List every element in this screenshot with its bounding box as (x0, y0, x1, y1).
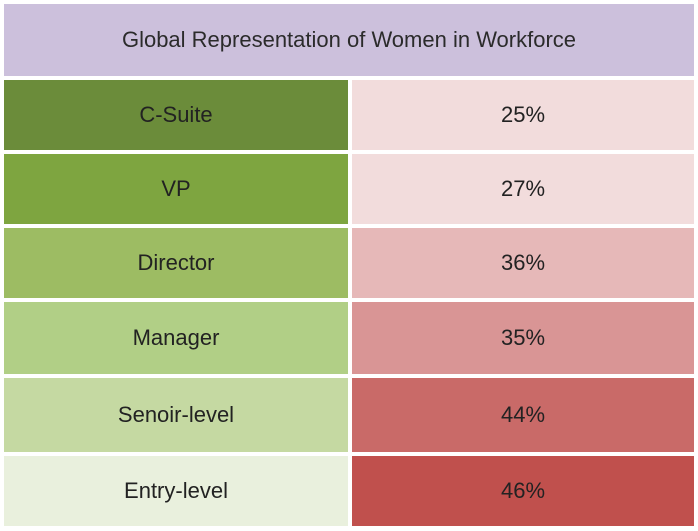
chart-title: Global Representation of Women in Workfo… (4, 4, 694, 76)
row-value: 44% (352, 378, 694, 452)
table-row: Senoir-level 44% (4, 378, 694, 452)
row-label: C-Suite (4, 80, 348, 150)
row-value: 27% (352, 154, 694, 224)
row-value: 25% (352, 80, 694, 150)
row-label: Manager (4, 302, 348, 374)
row-label: Director (4, 228, 348, 298)
row-label: Entry-level (4, 456, 348, 526)
row-value: 35% (352, 302, 694, 374)
row-label: VP (4, 154, 348, 224)
table-row: Entry-level 46% (4, 456, 694, 526)
row-label: Senoir-level (4, 378, 348, 452)
row-value: 46% (352, 456, 694, 526)
table-row: Director 36% (4, 228, 694, 298)
table-row: Manager 35% (4, 302, 694, 374)
row-value: 36% (352, 228, 694, 298)
table-row: C-Suite 25% (4, 80, 694, 150)
table-row: VP 27% (4, 154, 694, 224)
